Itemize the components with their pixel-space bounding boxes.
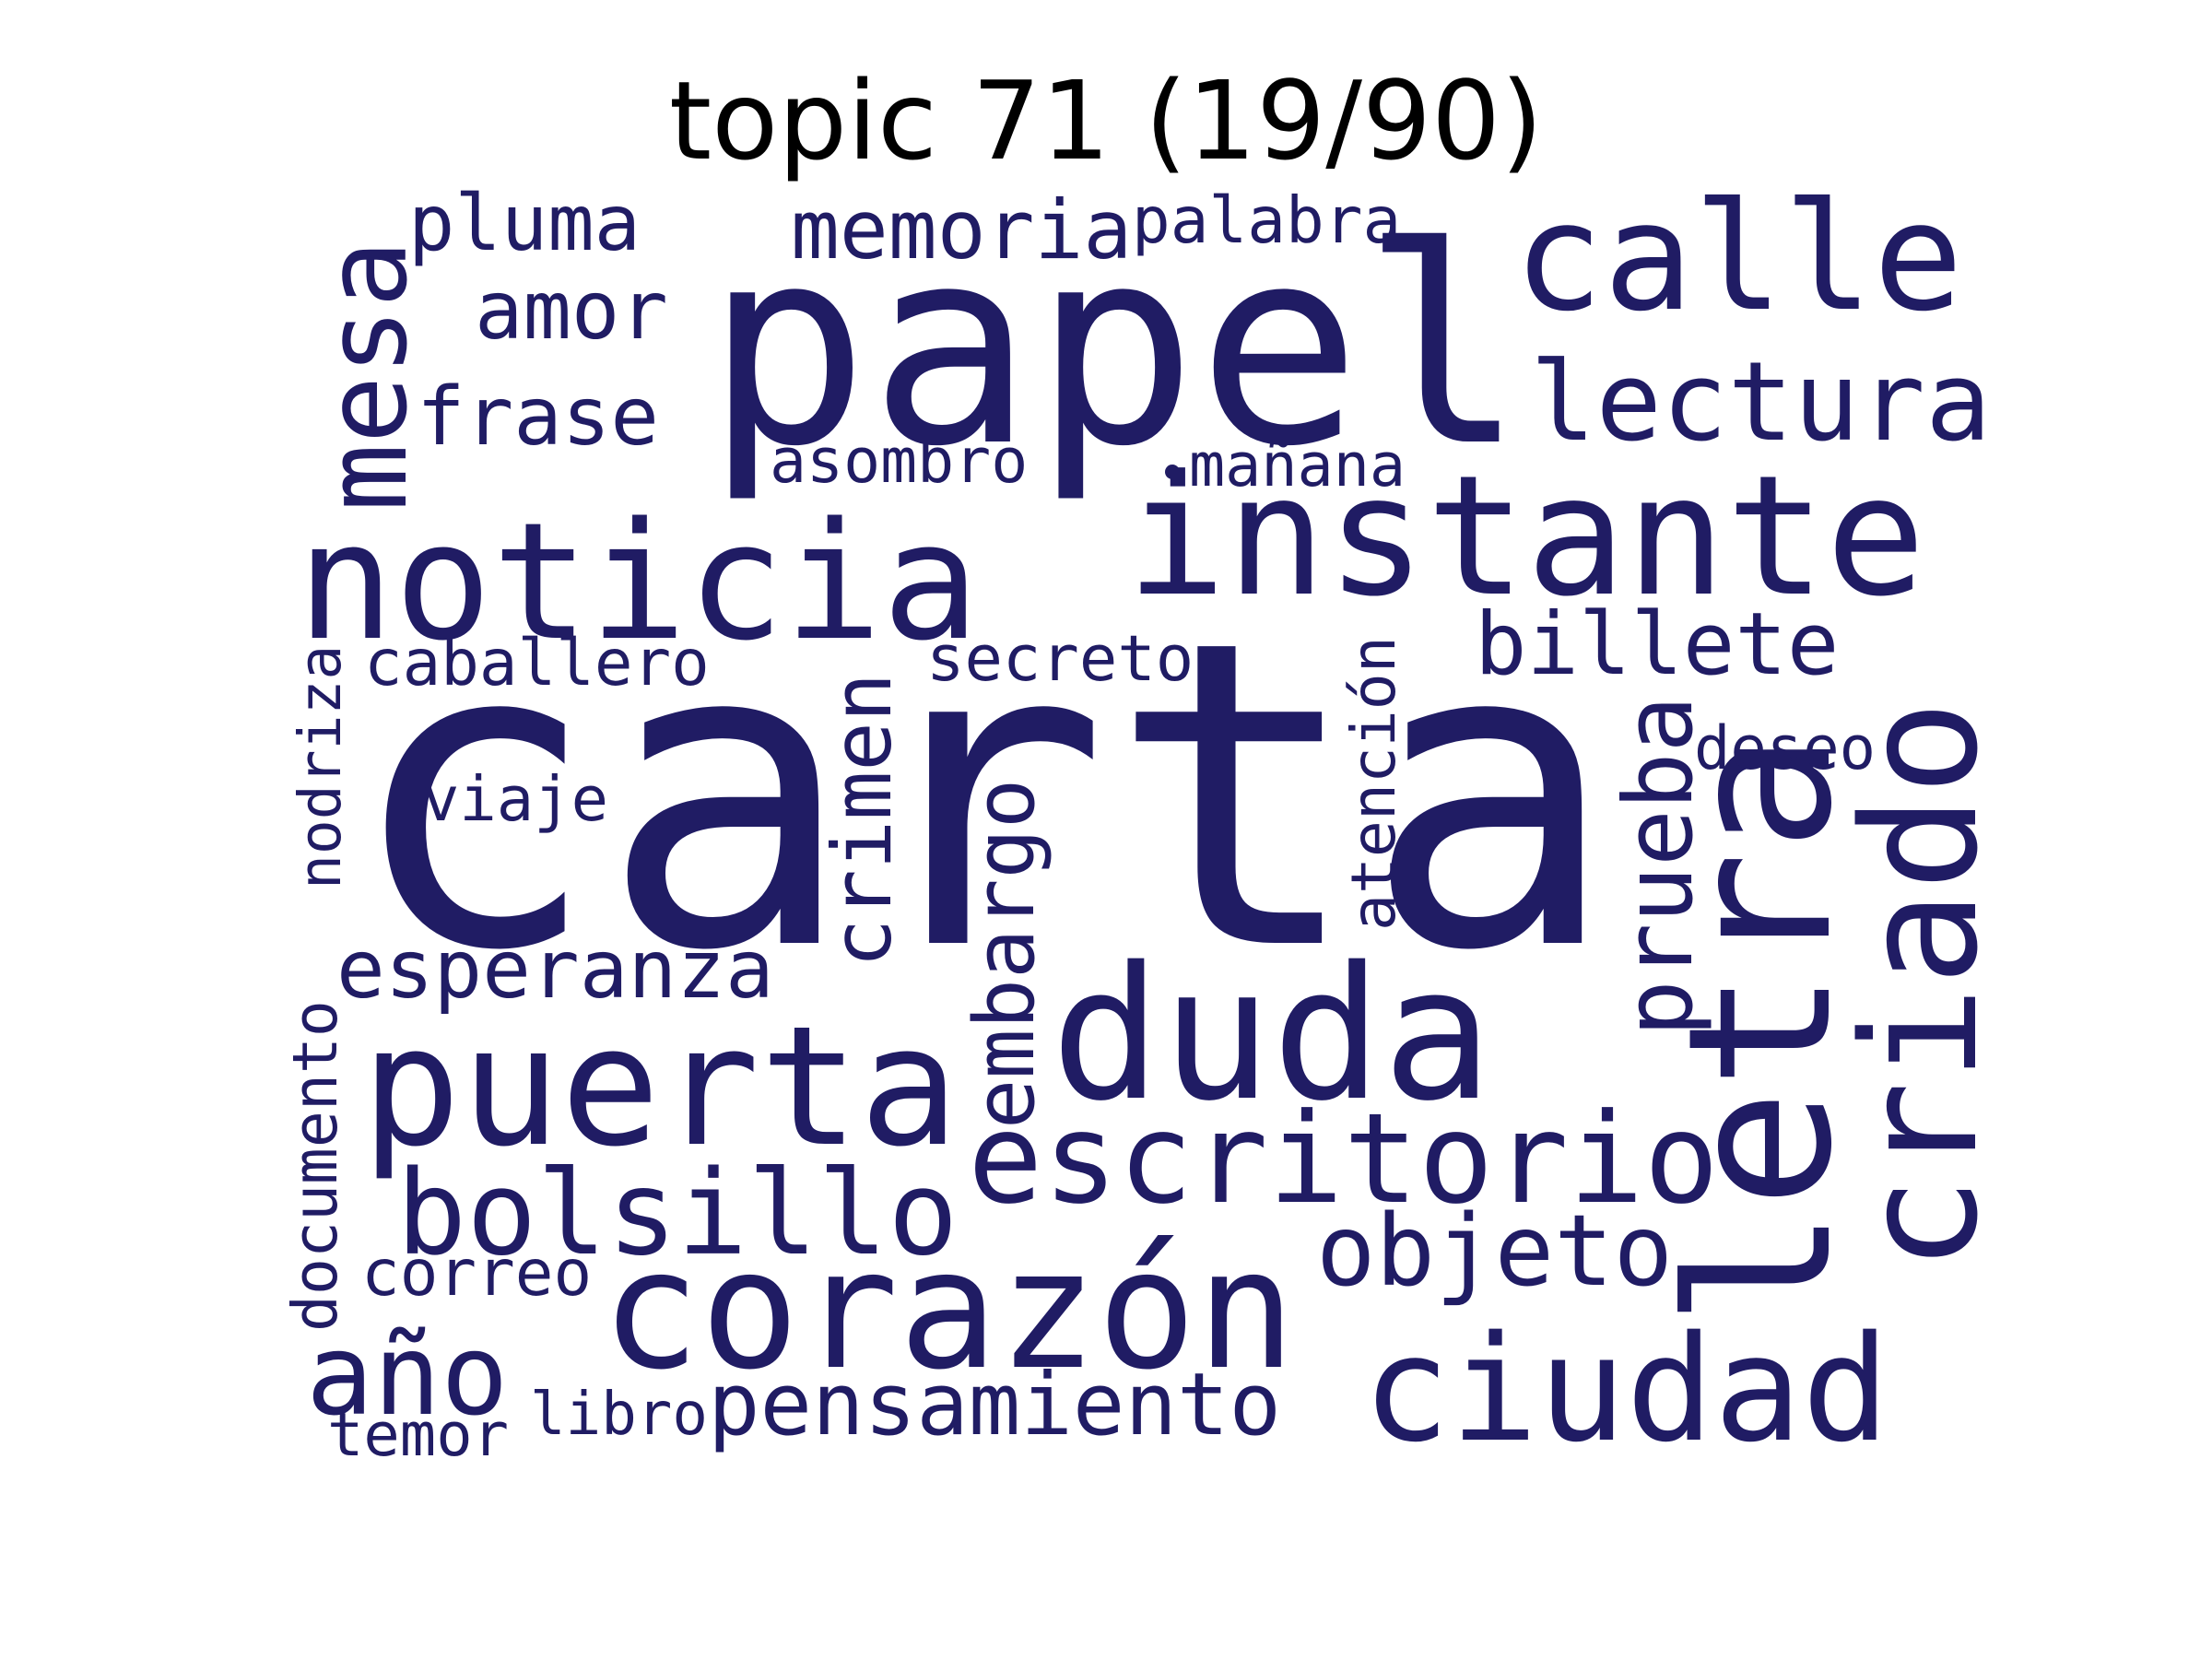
word-6: puerta xyxy=(361,991,959,1183)
word-13: lectura xyxy=(1530,339,1992,466)
word-38: temor xyxy=(327,1400,509,1470)
word-39: libro xyxy=(530,1380,708,1449)
word-8: criado xyxy=(1829,700,2013,1272)
word-37: correo xyxy=(361,1237,593,1311)
word-36: documento xyxy=(278,1000,351,1332)
chart-title: topic 71 (19/90) xyxy=(668,57,1544,184)
word-14: mesa xyxy=(300,240,432,512)
decorative-dot xyxy=(1165,465,1180,479)
word-20: memoria xyxy=(791,182,1133,277)
word-3: noticia xyxy=(297,488,980,677)
word-22: pluma xyxy=(408,177,641,268)
word-4: calle xyxy=(1513,171,1963,345)
word-12: bolsillo xyxy=(396,1146,959,1281)
word-17: objeto xyxy=(1316,1194,1674,1309)
word-5: duda xyxy=(1051,927,1493,1141)
word-24: crimen xyxy=(815,672,910,968)
word-28: secreto xyxy=(926,621,1194,696)
word-9: corazón xyxy=(601,1215,1296,1406)
word-23: amor xyxy=(475,264,668,358)
word-33: deseo xyxy=(1694,713,1876,783)
word-35: nodriza xyxy=(287,644,354,889)
word-19: esperanza xyxy=(336,922,774,1017)
word-10: escritorio xyxy=(968,1086,1720,1231)
word-2: instante xyxy=(1126,440,1926,633)
word-30: asombro xyxy=(770,424,1029,497)
word-1: papel xyxy=(705,188,1526,506)
word-27: caballero xyxy=(364,626,710,700)
word-11: ciudad xyxy=(1362,1304,1890,1475)
word-31: mañana xyxy=(1189,430,1406,500)
word-21: frase xyxy=(417,370,659,464)
word-0: carta xyxy=(346,551,1618,1043)
word-15: año xyxy=(306,1309,509,1441)
word-16: billete xyxy=(1475,594,1840,695)
word-18: pensamiento xyxy=(708,1355,1282,1455)
word-29: palabra xyxy=(1132,183,1402,258)
word-32: viaje xyxy=(422,763,608,835)
word-34: atención xyxy=(1337,636,1409,931)
word-25: embargo xyxy=(957,778,1053,1129)
